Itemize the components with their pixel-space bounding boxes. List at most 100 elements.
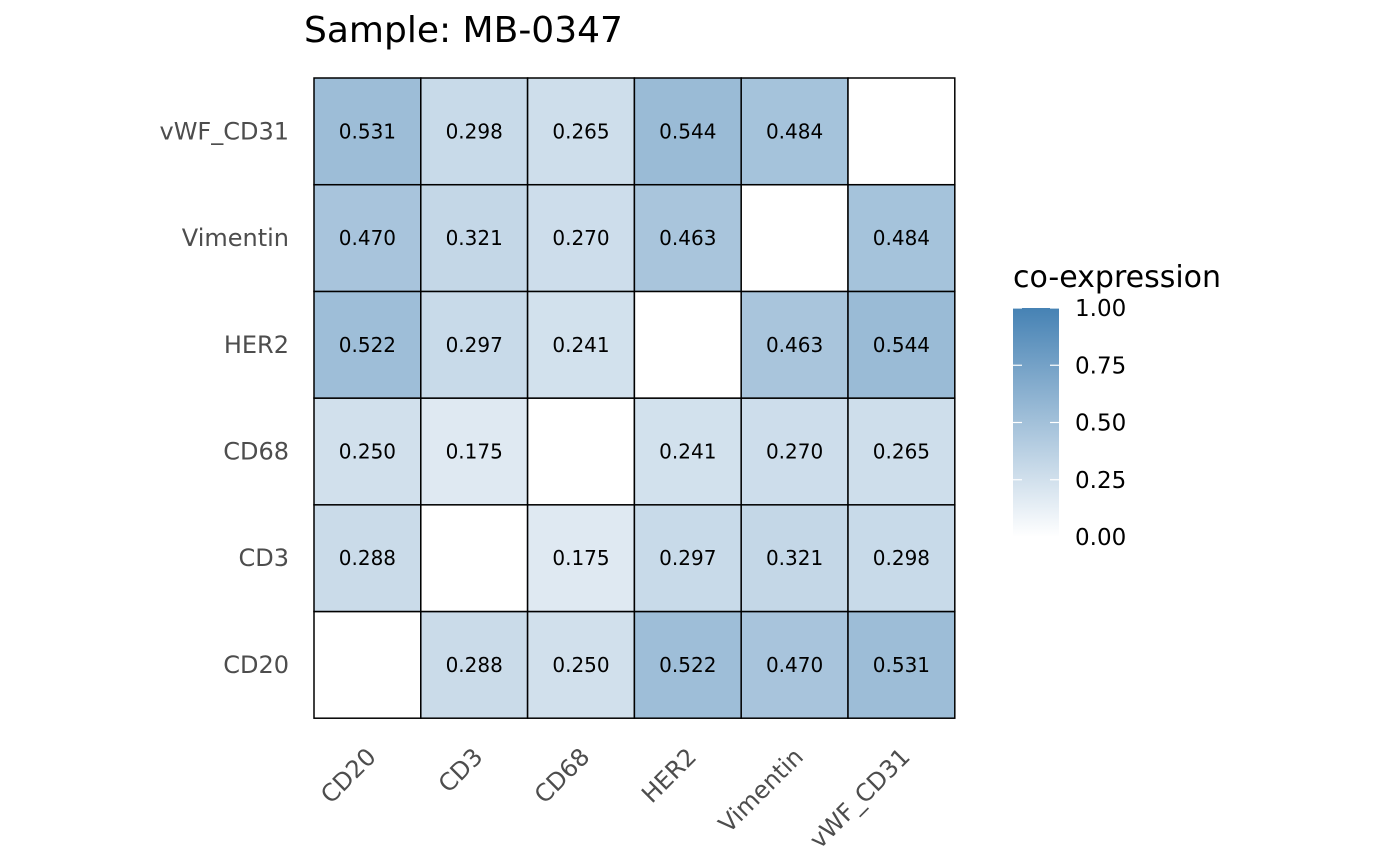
cell-value-label: 0.298 — [446, 119, 503, 143]
heatmap-cell-rect — [633, 504, 742, 613]
heatmap-cell-rect — [633, 397, 742, 506]
heatmap-cell-rect — [313, 183, 422, 293]
cell-value-label: 0.321 — [446, 226, 503, 250]
heatmap-row: 0.250 0.175 0.241 0.270 0.265 — [313, 397, 956, 506]
heatmap-cell: 0.175 — [526, 504, 636, 613]
heatmap-cell — [526, 397, 636, 506]
legend-tick-label: 1.00 — [1075, 296, 1126, 322]
cell-value-label: 0.522 — [659, 653, 716, 677]
heatmap-cell: 0.544 — [847, 290, 956, 399]
cell-value-label: 0.241 — [552, 333, 609, 357]
heatmap-cell-rect — [847, 77, 956, 186]
heatmap-cell: 0.470 — [740, 610, 849, 719]
heatmap-cell: 0.522 — [313, 290, 422, 399]
cell-value-label: 0.470 — [766, 653, 823, 677]
heatmap-cell-rect — [313, 290, 422, 399]
heatmap-cell: 0.531 — [847, 610, 956, 719]
y-axis-tick-labels: CD20 CD3 CD68 HER2 Vimentin vWF_CD31 — [159, 117, 289, 679]
heatmap-cell: 0.297 — [420, 290, 529, 399]
legend-tick-label: 0.00 — [1075, 525, 1126, 551]
cell-value-label: 0.470 — [339, 226, 396, 250]
x-tick-label: CD20 — [315, 743, 381, 809]
cell-value-label: 0.250 — [339, 439, 396, 463]
cell-value-label: 0.250 — [552, 653, 609, 677]
cell-value-label: 0.484 — [873, 226, 930, 250]
heatmap-cell: 0.321 — [740, 504, 849, 613]
y-tick-label: Vimentin — [182, 224, 289, 252]
heatmap-cell-rect — [526, 77, 636, 186]
heatmap-cell: 0.484 — [847, 183, 956, 293]
heatmap-cell-rect — [740, 610, 849, 719]
heatmap-cell-rect — [526, 397, 636, 506]
color-legend: co-expression 1.00 0.75 0.50 0.25 0.00 — [1013, 260, 1221, 551]
heatmap-cell — [740, 183, 849, 293]
heatmap-cell-rect — [420, 397, 529, 506]
y-tick-label: vWF_CD31 — [159, 117, 289, 145]
heatmap-cell: 0.250 — [313, 397, 422, 506]
heatmap-cell-rect — [526, 183, 636, 293]
cell-value-label: 0.175 — [446, 439, 503, 463]
heatmap-cell: 0.265 — [847, 397, 956, 506]
heatmap-cell: 0.298 — [847, 504, 956, 613]
cell-value-label: 0.270 — [766, 439, 823, 463]
heatmap-cell-rect — [420, 610, 529, 719]
cell-value-label: 0.270 — [552, 226, 609, 250]
heatmap-cell: 0.298 — [420, 77, 529, 186]
heatmap-cell-rect — [847, 290, 956, 399]
heatmap-cell-rect — [420, 504, 529, 613]
heatmap-cell-rect — [740, 504, 849, 613]
heatmap-cell: 0.265 — [526, 77, 636, 186]
x-tick-label: CD3 — [433, 743, 489, 799]
cell-value-label: 0.321 — [766, 546, 823, 570]
legend-tick-label: 0.50 — [1075, 411, 1126, 437]
heatmap-cell — [847, 77, 956, 186]
heatmap-cell — [420, 504, 529, 613]
heatmap-cell: 0.270 — [740, 397, 849, 506]
cell-value-label: 0.297 — [446, 333, 503, 357]
heatmap-cell-rect — [847, 183, 956, 293]
heatmap-cell: 0.522 — [633, 610, 742, 719]
heatmap-cell-rect — [420, 290, 529, 399]
cell-value-label: 0.265 — [552, 119, 609, 143]
heatmap-cell: 0.463 — [740, 290, 849, 399]
cell-value-label: 0.531 — [339, 119, 396, 143]
cell-value-label: 0.463 — [659, 226, 716, 250]
cell-value-label: 0.463 — [766, 333, 823, 357]
heatmap-row: 0.288 0.250 0.522 0.470 0.531 — [313, 610, 956, 719]
x-tick-label: Vimentin — [713, 743, 809, 839]
heatmap-cell — [313, 610, 422, 719]
heatmap-cell: 0.250 — [526, 610, 636, 719]
x-tick-label: HER2 — [636, 743, 702, 809]
heatmap-cell-rect — [740, 183, 849, 293]
heatmap-cell-rect — [420, 77, 529, 186]
heatmap-cell: 0.531 — [313, 77, 422, 186]
heatmap-cell: 0.288 — [420, 610, 529, 719]
heatmap-cell-rect — [740, 290, 849, 399]
heatmap-cell-rect — [633, 77, 742, 186]
cell-value-label: 0.544 — [873, 333, 930, 357]
cell-value-label: 0.484 — [766, 119, 823, 143]
heatmap-cell-rect — [313, 610, 422, 719]
heatmap-cell: 0.484 — [740, 77, 849, 186]
cell-value-label: 0.175 — [552, 546, 609, 570]
heatmap-cell-rect — [633, 290, 742, 399]
legend-tick-label: 0.25 — [1075, 468, 1126, 494]
legend-title: co-expression — [1013, 260, 1221, 295]
heatmap-cell-rect — [313, 504, 422, 613]
heatmap-row: 0.288 0.175 0.297 0.321 0.298 — [313, 504, 956, 613]
y-tick-label: CD3 — [238, 544, 289, 572]
cell-value-label: 0.241 — [659, 439, 716, 463]
heatmap-cell: 0.288 — [313, 504, 422, 613]
heatmap-cell: 0.297 — [633, 504, 742, 613]
heatmap-cell: 0.321 — [420, 183, 529, 293]
cell-value-label: 0.297 — [659, 546, 716, 570]
cell-value-label: 0.522 — [339, 333, 396, 357]
heatmap-cell-rect — [526, 610, 636, 719]
cell-value-label: 0.298 — [873, 546, 930, 570]
heatmap-row: 0.470 0.321 0.270 0.463 0.484 — [313, 183, 956, 293]
cell-value-label: 0.531 — [873, 653, 930, 677]
y-tick-label: CD20 — [223, 651, 289, 679]
cell-value-label: 0.265 — [873, 439, 930, 463]
